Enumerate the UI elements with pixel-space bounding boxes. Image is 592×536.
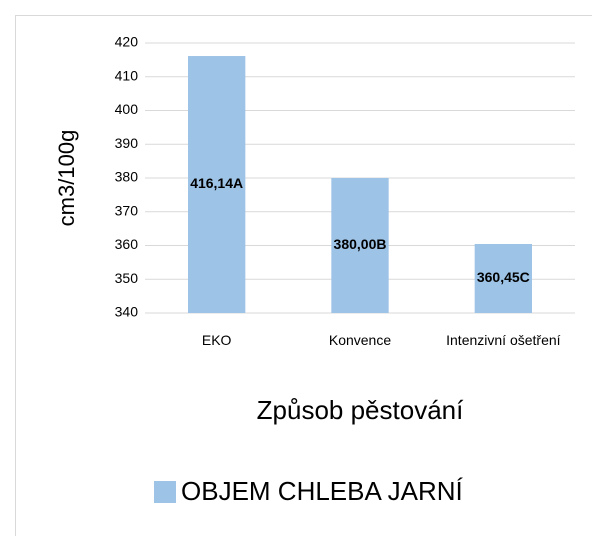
x-tick-label: EKO	[201, 332, 232, 348]
y-tick-label: 400	[115, 101, 139, 117]
x-axis-title: Způsob pěstování	[257, 395, 464, 425]
y-tick-label: 390	[115, 135, 139, 151]
y-axis-title: cm3/100g	[54, 130, 79, 227]
y-tick-label: 380	[115, 169, 139, 185]
bar	[474, 243, 532, 313]
y-tick-label: 370	[115, 202, 139, 218]
legend-swatch	[154, 481, 176, 503]
bar	[331, 178, 389, 313]
x-tick-label: Intenzivní ošetření	[446, 332, 561, 348]
bar	[188, 56, 246, 314]
y-tick-label: 420	[115, 34, 139, 50]
data-label: 380,00B	[334, 236, 387, 252]
legend-label: OBJEM CHLEBA JARNÍ	[181, 476, 464, 506]
y-tick-label: 350	[115, 270, 139, 286]
x-tick-label: Konvence	[328, 332, 392, 348]
y-tick-label: 410	[115, 67, 139, 83]
data-label: 360,45C	[477, 269, 530, 285]
data-label: 416,14A	[190, 175, 243, 191]
y-tick-label: 360	[115, 236, 139, 252]
chart-frame	[15, 15, 592, 536]
y-tick-label: 340	[115, 304, 139, 320]
